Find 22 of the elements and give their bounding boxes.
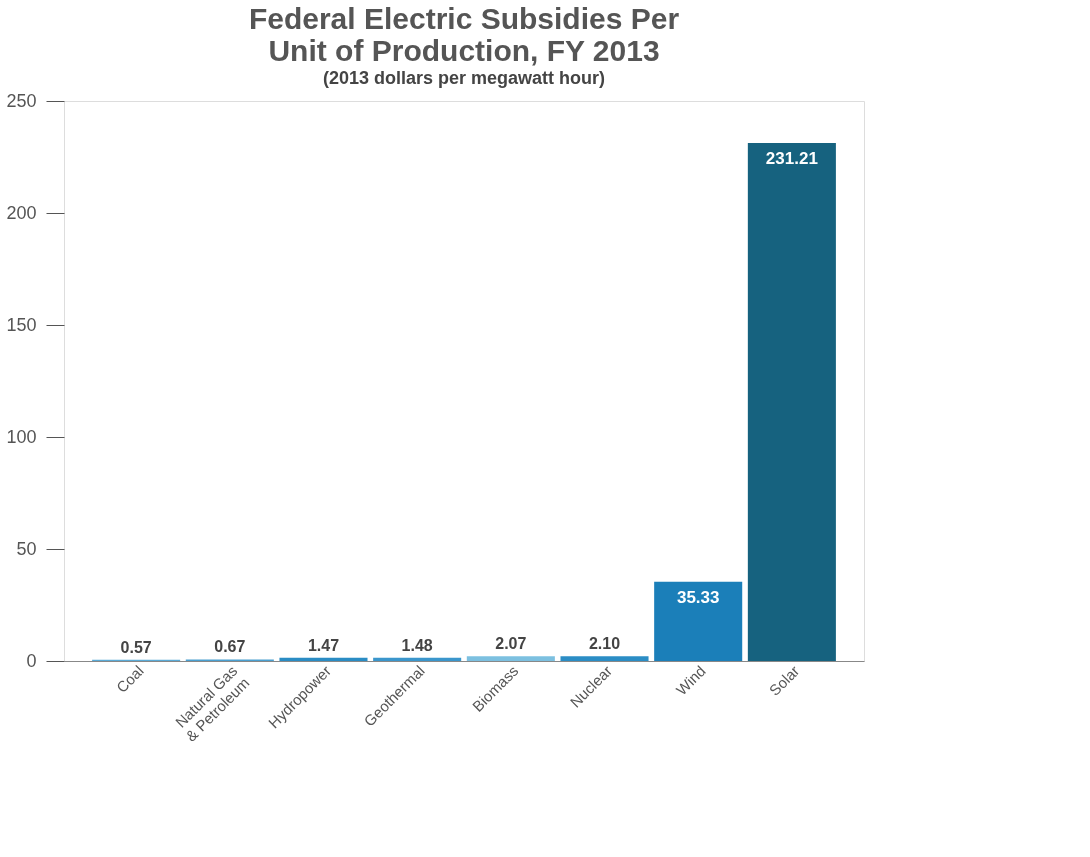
y-tick-label: 200 [6,202,37,223]
data-label: 2.10 [588,635,621,653]
bar [373,657,462,661]
bar [466,656,555,661]
y-tick-label: 150 [6,314,37,335]
bar [279,657,368,661]
data-label: 0.57 [120,638,152,656]
bar [654,581,743,661]
chart-title: Federal Electric Subsidies Per Unit of Production, FY 2013 [248,2,680,67]
data-label: 1.48 [401,636,433,654]
data-label: 35.33 [676,587,720,607]
y-tick-label: 250 [6,90,37,111]
data-label: 2.07 [495,635,527,653]
y-tick-label: 0 [26,650,37,671]
y-tick-label: 100 [6,426,37,447]
data-label: 231.21 [765,149,818,169]
data-label: 1.47 [307,636,340,654]
chart-subtitle: (2013 dollars per megawatt hour) [322,68,606,88]
bar [560,656,649,661]
bar [747,143,836,661]
data-label: 0.67 [214,638,246,656]
y-tick-label: 50 [16,538,37,559]
